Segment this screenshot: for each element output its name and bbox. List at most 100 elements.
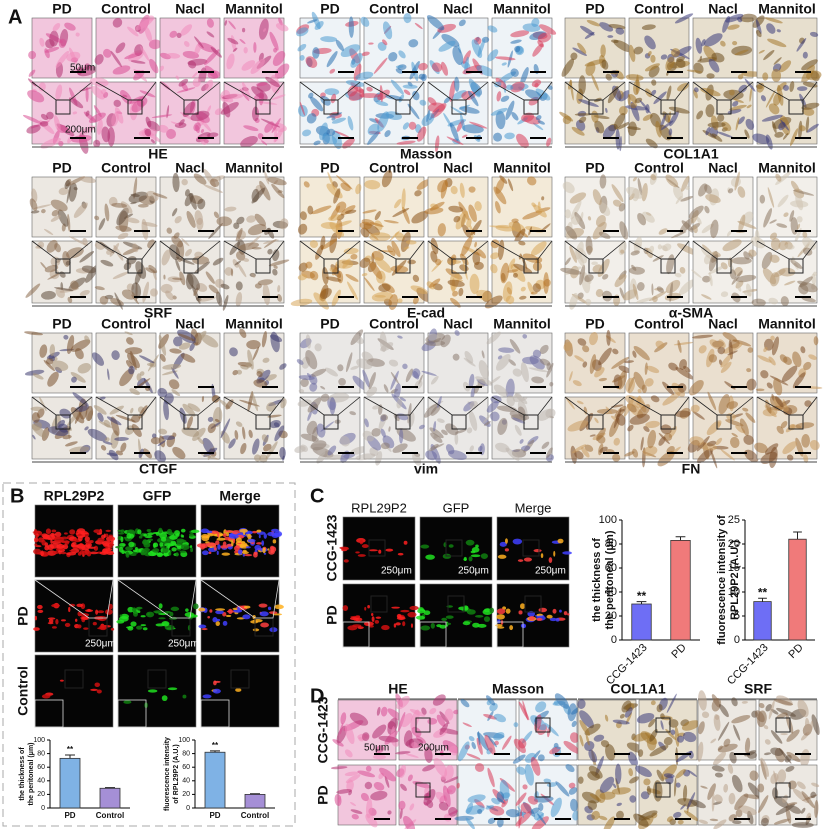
tissue [397,298,403,303]
tissue [365,813,378,828]
tissue [770,773,779,784]
tissue [750,236,766,249]
signal [215,540,220,546]
tissue [168,379,180,390]
tissue [350,52,363,68]
tissue [619,221,629,240]
tissue [321,238,337,250]
tissue [680,196,694,202]
tissue [605,73,612,81]
tissue [489,805,505,816]
signal [81,546,86,551]
tissue [58,140,64,147]
tissue [173,336,183,347]
tissue [770,237,781,251]
tissue [310,440,327,451]
signal [396,613,402,619]
tissue [172,208,178,217]
tissue [240,136,258,148]
signal [208,551,212,555]
panel-label: B [10,485,24,507]
inset-box [64,669,84,689]
tissue [512,754,526,764]
tissue [401,188,406,211]
tissue [696,435,710,452]
tissue [726,401,739,409]
tissue [591,74,599,91]
zoom-line [95,81,157,101]
tissue [224,206,237,212]
tissue [308,92,314,99]
tissue [535,88,551,101]
tissue [387,245,396,256]
tissue [486,331,501,345]
signal [225,614,232,618]
signal [243,605,251,609]
tissue [760,757,770,777]
tissue [254,454,261,462]
bar [59,757,81,809]
tissue [365,765,372,772]
tissue [628,44,636,62]
tissue [265,441,278,460]
tissue [297,43,307,52]
tissue [483,714,497,720]
tissue [493,132,503,142]
tissue [486,695,496,706]
tissue [259,454,268,463]
tissue [393,413,400,422]
significance: ** [758,585,768,599]
tissue [452,353,460,361]
tissue [514,228,526,244]
tissue [227,37,239,45]
tissue [66,247,84,259]
tissue [422,764,436,772]
tissue [484,295,503,309]
tissue [730,436,740,449]
signal [147,538,154,542]
tissue [720,361,732,373]
signal [272,534,279,539]
signal [159,542,164,547]
tissue [495,110,506,130]
tissue [364,277,375,292]
tissue [458,104,471,110]
tissue [560,267,582,275]
tissue [614,273,627,288]
tissue [564,209,571,219]
signal [355,617,363,622]
tissue [93,405,107,415]
tissue [409,60,420,80]
tissue [267,414,282,418]
tissue [106,416,122,426]
tissue [485,805,494,810]
tissue [748,249,757,257]
tissue [801,433,810,448]
tissue [147,239,155,249]
signal [83,627,89,630]
zoom-line [223,240,285,260]
tissue [72,111,78,115]
tissue [274,63,290,79]
tissue [424,340,446,347]
tissue [565,225,578,240]
tissue [764,739,771,745]
tissue [765,134,773,150]
tissue [69,446,90,453]
signal [259,611,269,617]
tissue [236,251,246,261]
tissue [125,217,140,224]
signal [64,622,71,628]
signal [164,610,172,614]
tissue [350,254,358,260]
tissue [161,249,171,266]
tissue [602,274,609,280]
y-tick-label: 0 [186,805,190,812]
tissue [663,433,673,441]
tissue [398,800,406,810]
tissue [710,448,718,469]
tissue [693,411,705,420]
tissue [320,393,330,402]
tissue [768,103,780,115]
